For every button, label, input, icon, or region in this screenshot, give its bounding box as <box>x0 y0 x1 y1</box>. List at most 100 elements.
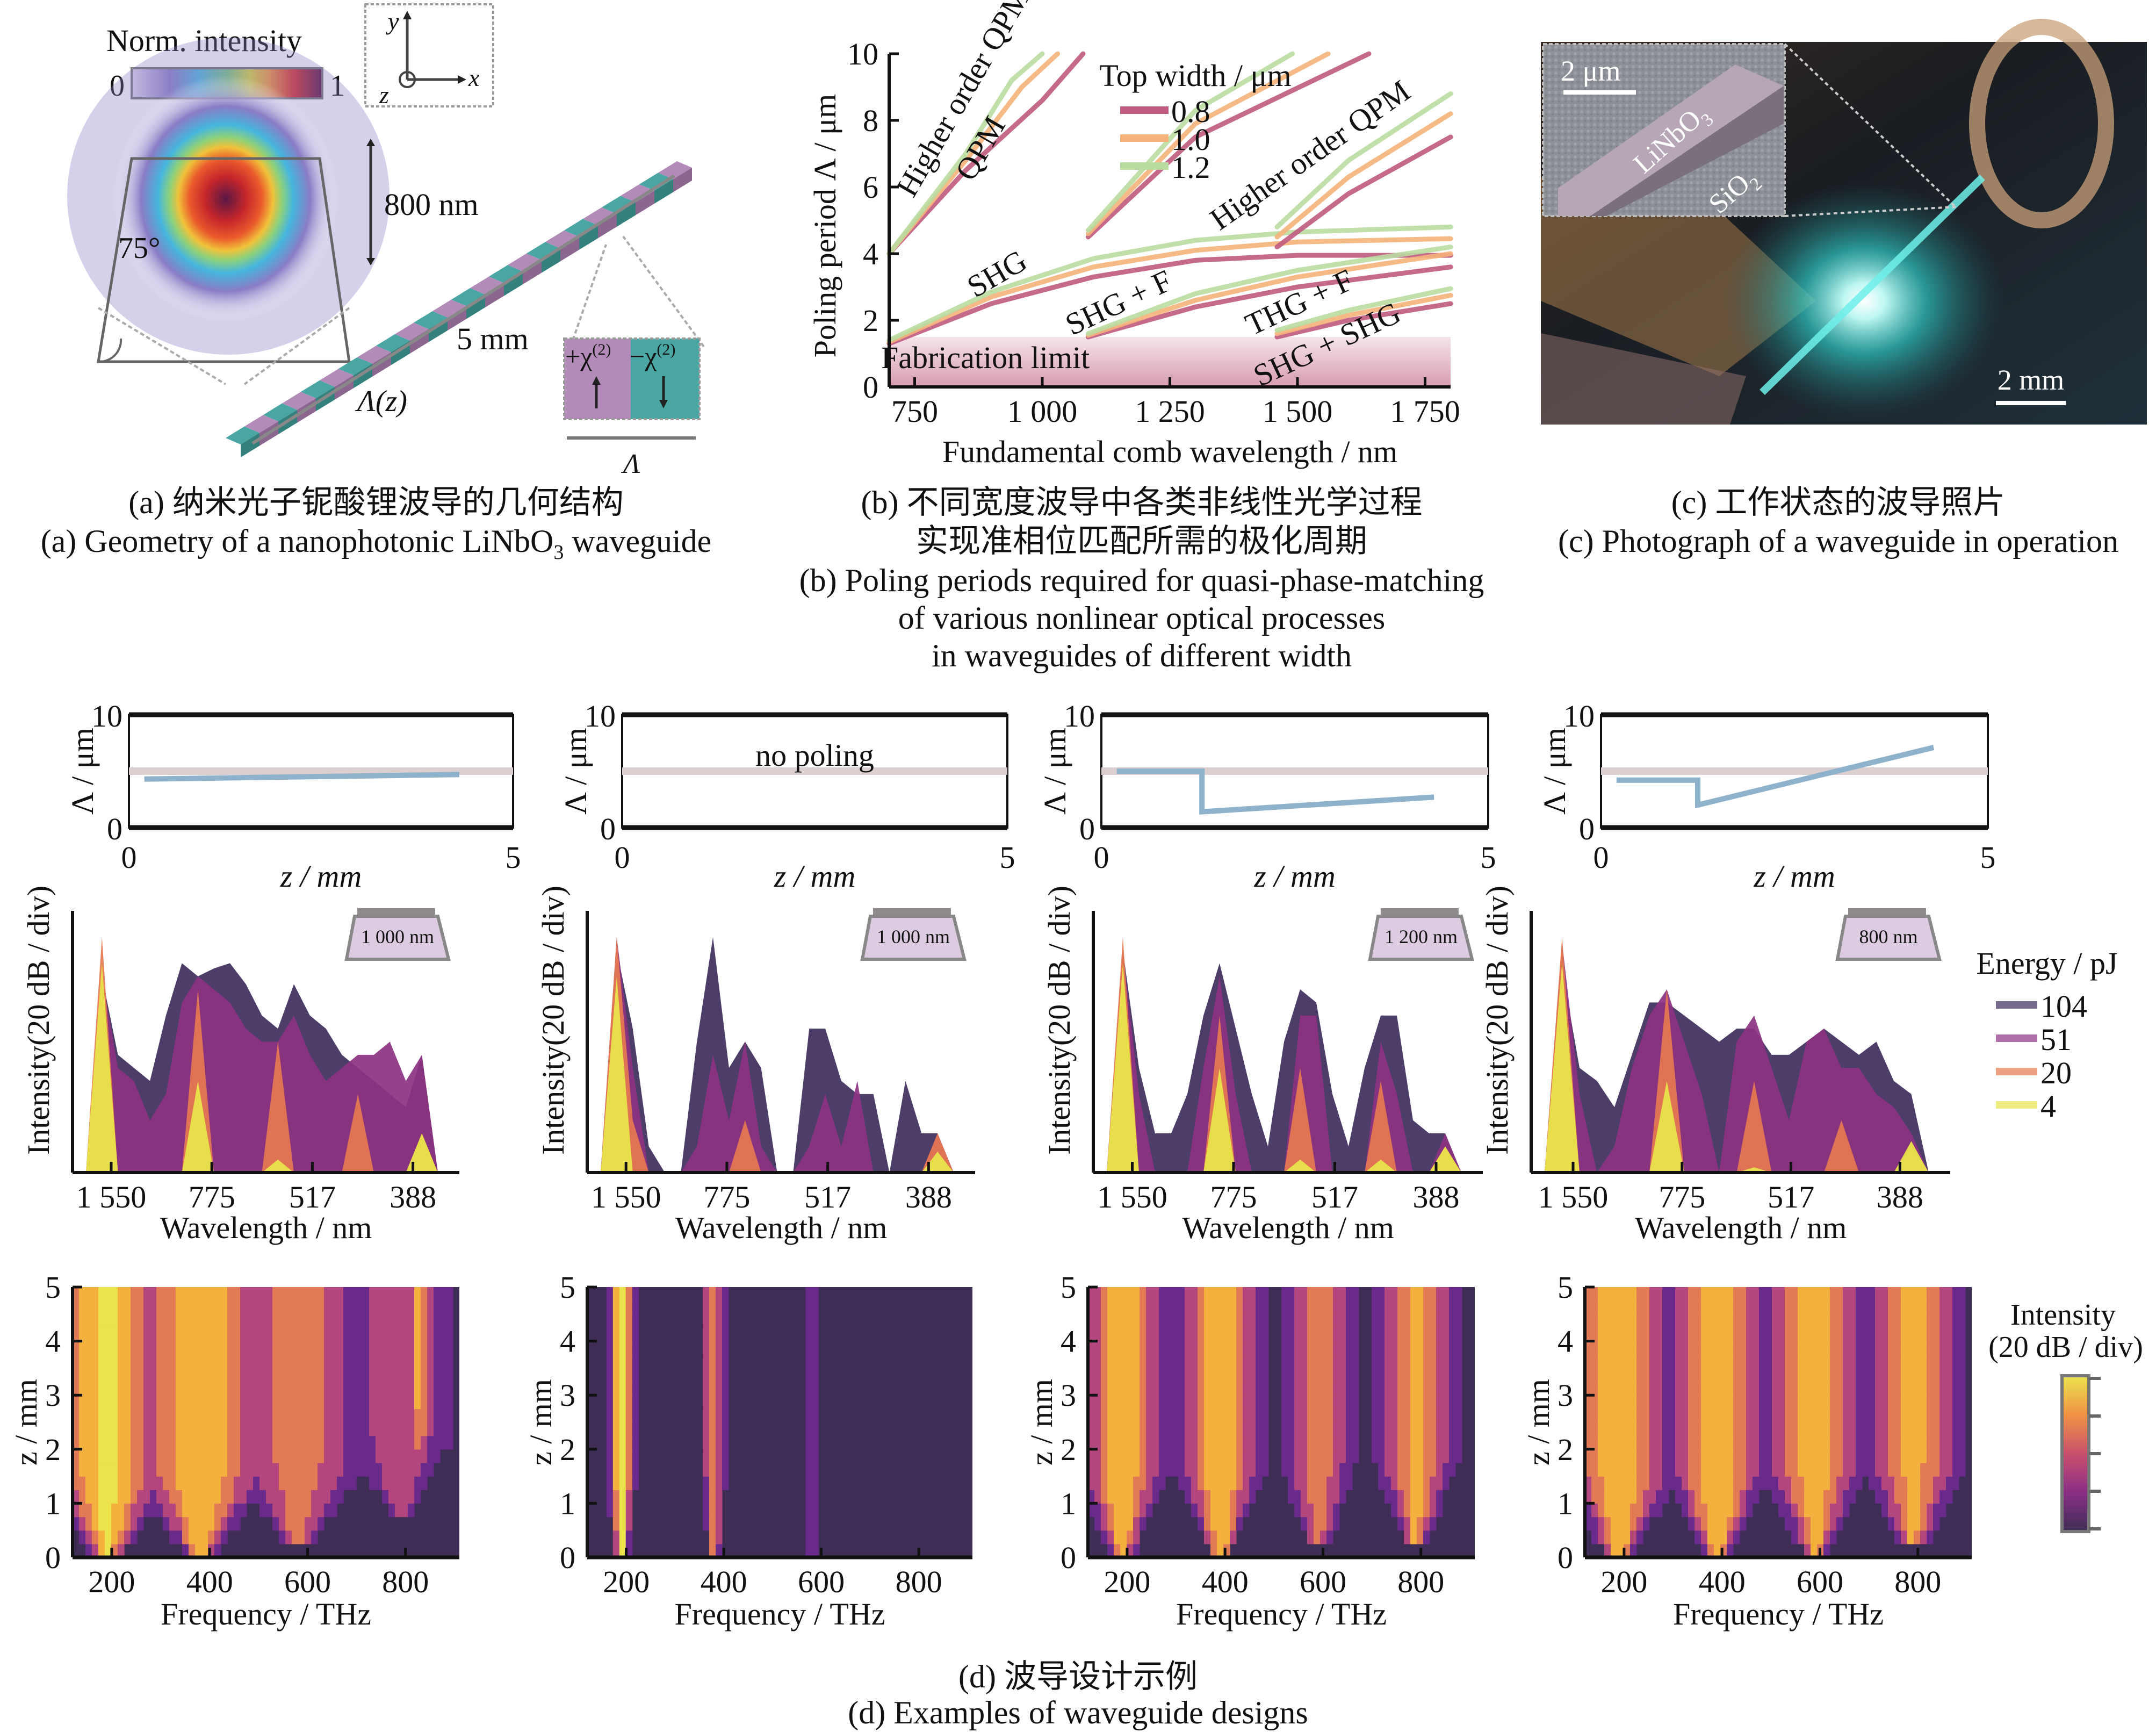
heatmap-cell <box>1682 1327 1689 1342</box>
heatmap-cell <box>163 1503 170 1518</box>
heatmap-cell <box>1688 1422 1695 1436</box>
heatmap-cell <box>118 1490 125 1504</box>
heatmap-cell <box>1630 1503 1637 1518</box>
heatmap-cell <box>1243 1408 1250 1423</box>
heatmap-cell <box>1455 1300 1462 1314</box>
heatmap-cell <box>716 1341 723 1355</box>
heatmap-cell <box>208 1490 215 1504</box>
heatmap-cell <box>1843 1476 1850 1490</box>
heatmap-cell <box>1843 1327 1850 1342</box>
heatmap-cell <box>1397 1368 1404 1382</box>
heatmap-cell <box>118 1543 125 1558</box>
heatmap-cell <box>1107 1354 1114 1369</box>
heatmap-cell <box>1449 1435 1456 1450</box>
polarization-up-arrow <box>592 376 601 408</box>
heatmap-cell <box>1114 1368 1121 1382</box>
heatmap-cell <box>805 1462 812 1477</box>
heatmap-cell <box>201 1435 208 1450</box>
heatmap-cell <box>1391 1368 1398 1382</box>
heatmap-cell <box>1643 1422 1650 1436</box>
heatmap-cell <box>1217 1382 1224 1396</box>
heatmap-cell <box>1172 1435 1179 1450</box>
heatmap-cell <box>163 1287 170 1301</box>
heatmap-cell <box>1727 1422 1734 1436</box>
heatmap-cell <box>703 1382 710 1396</box>
heatmap-cell <box>1107 1530 1114 1544</box>
poling-period-curve <box>144 772 459 782</box>
heatmap-cell <box>612 1490 620 1504</box>
heatmap-cell <box>1920 1530 1927 1544</box>
heatmap-cell <box>1585 1435 1592 1450</box>
heatmap-cell <box>350 1422 357 1436</box>
heatmap-cell <box>1714 1300 1721 1314</box>
heatmap-cell <box>1243 1395 1250 1409</box>
heatmap-cell <box>337 1341 344 1355</box>
y-tick-label: 2 <box>863 303 878 338</box>
heatmap-cell <box>612 1300 620 1314</box>
legend-title: Top width / μm <box>1099 58 1291 93</box>
heatmap-cell <box>1856 1422 1863 1436</box>
y-tick-label: 0 <box>1579 811 1595 846</box>
heatmap-cell <box>1591 1422 1598 1436</box>
heatmap-cell <box>1243 1368 1250 1382</box>
heatmap-cell <box>1843 1462 1850 1477</box>
heatmap-cell <box>434 1341 441 1355</box>
heatmap-cell <box>1320 1395 1327 1409</box>
heatmap-cell <box>1185 1368 1192 1382</box>
heatmap-cell <box>1875 1449 1882 1463</box>
heatmap-cell <box>1223 1530 1230 1544</box>
heatmap-cell <box>1585 1327 1592 1342</box>
heatmap-cell <box>1682 1382 1689 1396</box>
heatmap-cell <box>240 1422 247 1436</box>
heatmap-cell <box>440 1314 447 1328</box>
heatmap-cell <box>1849 1449 1856 1463</box>
heatmap-cell <box>1591 1503 1598 1518</box>
heatmap-cell <box>1417 1462 1424 1477</box>
heatmap-cell <box>440 1422 447 1436</box>
heatmap-cell <box>356 1408 363 1423</box>
heatmap-cell <box>1339 1395 1346 1409</box>
heatmap-cell <box>1294 1408 1301 1423</box>
heatmap-cell <box>1927 1395 1934 1409</box>
x-tick-label: 775 <box>189 1180 235 1214</box>
heatmap-cell <box>1611 1395 1618 1409</box>
heatmap-cell <box>1223 1327 1230 1342</box>
heatmap-cell <box>1881 1287 1888 1301</box>
heatmap-cell <box>1585 1300 1592 1314</box>
heatmap-cell <box>1307 1435 1314 1450</box>
heatmap-cell <box>73 1395 80 1409</box>
heatmap-cell <box>421 1382 428 1396</box>
heatmap-cell <box>1101 1422 1108 1436</box>
heatmap-cell <box>1862 1435 1869 1450</box>
heatmap-cell <box>722 1422 729 1436</box>
heatmap-cell <box>376 1287 383 1301</box>
heatmap-cell <box>1249 1341 1256 1355</box>
y-tick-label: 8 <box>863 103 878 138</box>
heatmap-cell <box>1204 1517 1211 1531</box>
heatmap-cell <box>1107 1476 1114 1490</box>
heatmap-cell <box>1778 1327 1785 1342</box>
heatmap-cell <box>1914 1395 1921 1409</box>
heatmap-cell <box>195 1314 202 1328</box>
heatmap-cell <box>1798 1341 1805 1355</box>
heatmap-cell <box>1688 1368 1695 1382</box>
heatmap-cell <box>1791 1395 1798 1409</box>
heatmap-cell <box>1933 1408 1940 1423</box>
heatmap-cell <box>227 1476 234 1490</box>
heatmap-cell <box>1946 1287 1953 1301</box>
heatmap-cell <box>201 1503 208 1518</box>
spectrum-area-51pj <box>86 976 438 1173</box>
heatmap-cell <box>1688 1435 1695 1450</box>
heatmap-cell <box>227 1517 234 1531</box>
heatmap-cell <box>324 1462 331 1477</box>
heatmap-cell <box>1914 1422 1921 1436</box>
x-axis-title: Frequency / THz <box>161 1597 371 1632</box>
heatmap-cell <box>137 1435 144 1450</box>
heatmap-cell <box>305 1382 312 1396</box>
heatmap-cell <box>1727 1462 1734 1477</box>
heatmap-cell <box>266 1287 273 1301</box>
poling-period-curve <box>1616 745 1935 809</box>
heatmap-cell <box>1669 1435 1676 1450</box>
